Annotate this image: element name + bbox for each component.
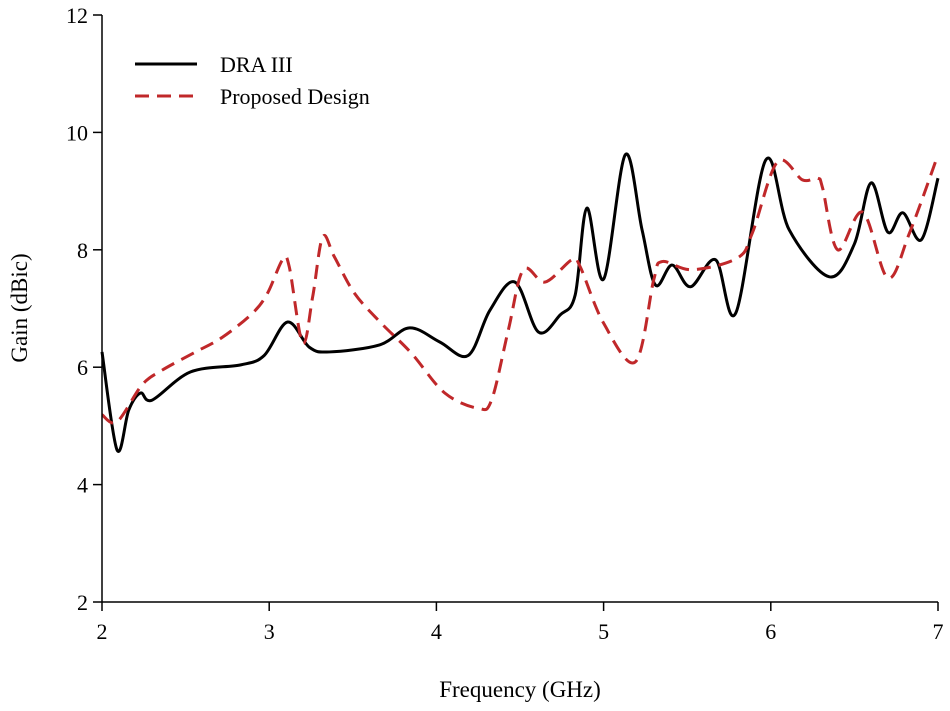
x-tick-label: 3 bbox=[264, 619, 275, 644]
x-tick-label: 4 bbox=[431, 619, 442, 644]
x-tick-label: 5 bbox=[598, 619, 609, 644]
series-line-dra-iii bbox=[100, 152, 940, 453]
y-tick-label: 4 bbox=[77, 473, 88, 498]
y-tick-label: 8 bbox=[77, 238, 88, 263]
x-tick-label: 7 bbox=[933, 619, 944, 644]
y-tick-label: 12 bbox=[66, 3, 88, 28]
y-axis-ticks: 2 4 6 8 10 12 bbox=[66, 3, 102, 615]
x-axis-label: Frequency (GHz) bbox=[439, 677, 601, 702]
plot-area bbox=[100, 152, 940, 453]
x-tick-label: 2 bbox=[97, 619, 108, 644]
legend-label-proposed-design: Proposed Design bbox=[220, 84, 370, 109]
legend: DRA III Proposed Design bbox=[135, 52, 370, 109]
y-axis-label: Gain (dBic) bbox=[7, 253, 32, 362]
y-tick-label: 2 bbox=[77, 590, 88, 615]
x-tick-label: 6 bbox=[765, 619, 776, 644]
legend-label-dra-iii: DRA III bbox=[220, 52, 293, 77]
y-tick-label: 10 bbox=[66, 120, 88, 145]
x-axis-ticks: 2 3 4 5 6 7 bbox=[97, 602, 944, 644]
y-tick-label: 6 bbox=[77, 355, 88, 380]
